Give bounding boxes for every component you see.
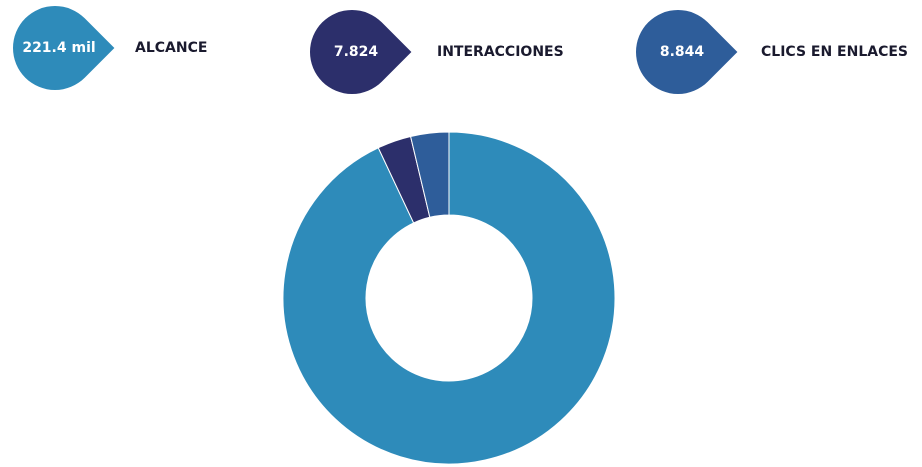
donut-slice [282,131,616,465]
donut-slice [410,131,450,218]
legend-label: ALCANCE [135,40,207,56]
badge [636,9,738,95]
legend-label: INTERACCIONES [437,44,564,60]
badge [310,10,412,94]
legend-label: CLICS EN ENLACES [761,44,908,60]
badge-value: 221.4 mil [22,40,95,56]
badge [13,6,115,91]
badge-value: 7.824 [334,44,379,60]
badge-value: 8.844 [660,44,705,60]
